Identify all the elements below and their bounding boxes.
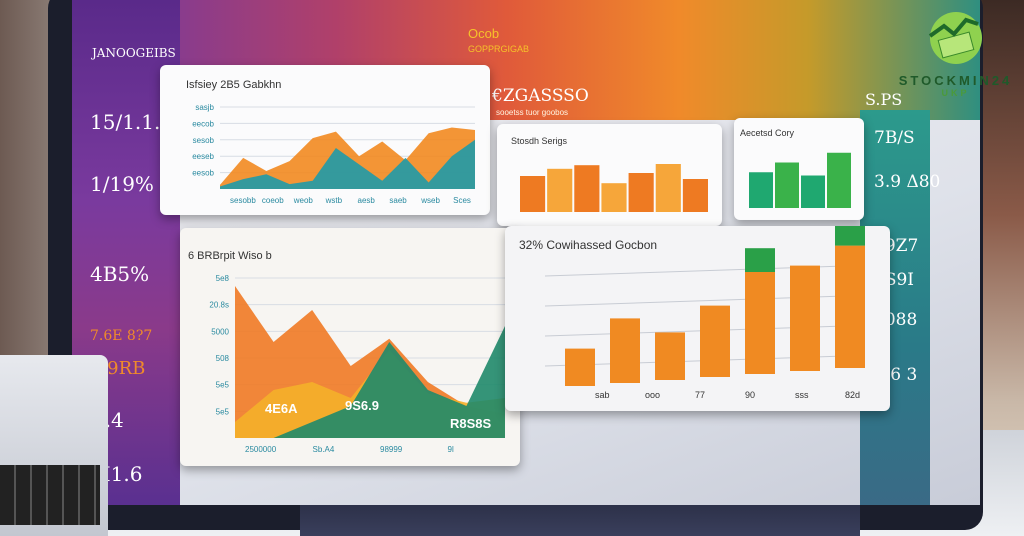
bar-chart-green — [749, 152, 851, 208]
sidebar-value: 4B5% — [90, 262, 150, 286]
y-tick-label: 5e5 — [216, 381, 230, 390]
header-left-title: JANOOGEIBS — [92, 46, 176, 60]
x-tick-label: coeob — [262, 196, 284, 205]
x-tick-label: 98999 — [380, 445, 403, 454]
bar — [601, 183, 627, 212]
x-tick-label: 77 — [695, 390, 705, 400]
chart-title: Aecetsd Cory — [740, 128, 795, 138]
area-chart-2: 5e8 20.8s 5000 508 5e5 5e5 2500000 Sb.A4 98999 9l… — [209, 274, 505, 454]
y-tick-label: 5e8 — [216, 274, 230, 283]
y-tick-label: 5000 — [211, 327, 229, 336]
logo-brand: STOCKMIN24 — [898, 73, 1013, 88]
x-tick-label: Sb.A4 — [313, 445, 335, 454]
data-label: R8S8S — [450, 416, 492, 431]
bar — [745, 272, 775, 374]
area-series-2 — [235, 326, 505, 438]
data-label: 4E6A — [265, 401, 298, 416]
area-series-1 — [220, 139, 475, 189]
bar-chart-orange — [520, 164, 708, 212]
sidebar-value: 15/1.1.4 — [90, 110, 174, 134]
y-tick-label: 508 — [216, 354, 230, 363]
panel-area-chart-bottom: 6 BRBrpit Wiso b 5e8 20.8s 5000 508 5e5 5e5 25… — [180, 228, 520, 466]
x-tick-label: ooo — [645, 390, 660, 400]
area-chart-1: sasjb eecob sesob eeseb eesob sesobb coeob weob… — [192, 103, 475, 205]
x-tick-label: sesobb — [230, 196, 256, 205]
y-tick-label: sesob — [193, 136, 215, 145]
bar-top-segment — [835, 226, 865, 246]
chart-title: Isfsiey 2B5 Gabkhn — [186, 79, 282, 91]
bar — [610, 318, 640, 383]
x-tick-label: 2500000 — [245, 445, 277, 454]
laptop — [0, 355, 108, 536]
data-label: 9S6.9 — [345, 398, 379, 413]
header-right-value: S.PS — [865, 90, 903, 109]
panel-green-bars: Aecetsd Cory — [734, 118, 864, 220]
x-tick-label: wstb — [325, 196, 343, 205]
bar — [835, 245, 865, 368]
x-tick-label: 90 — [745, 390, 755, 400]
bar — [682, 179, 708, 212]
logo-sub: UKP — [941, 88, 970, 98]
y-tick-label: eecob — [192, 119, 214, 128]
x-tick-label: sss — [795, 390, 809, 400]
y-tick-label: eeseb — [192, 152, 214, 161]
bar-top-segment — [745, 248, 775, 272]
bar — [655, 164, 681, 212]
header-big-value: €ZGASSSO — [492, 86, 589, 106]
bar — [574, 165, 600, 212]
y-tick-label: eesob — [192, 169, 214, 178]
x-tick-label: sab — [595, 390, 610, 400]
x-tick-label: aesb — [358, 196, 376, 205]
chart-title: 6 BRBrpit Wiso b — [188, 250, 272, 262]
y-tick-label: 20.8s — [209, 301, 229, 310]
logo: STOCKMIN24 UKP — [893, 8, 1018, 100]
bar — [827, 152, 851, 208]
header-center-title: Ocob — [468, 26, 500, 41]
panel-bar-chart-bottom: 32% Cowihassed Gocbon sab ooo 77 90 sss 82d — [505, 226, 890, 411]
bar — [749, 172, 773, 208]
x-tick-label: 82d — [845, 390, 860, 400]
keyboard — [0, 465, 100, 525]
x-tick-label: 9l — [448, 445, 454, 454]
panel-orange-bars: Stosdh Serigs — [497, 124, 722, 226]
logo-chart-money-icon — [928, 12, 982, 64]
sidebar-value: 7.6E 8?7 — [90, 328, 153, 344]
bar-chart-3d: sab ooo 77 90 sss 82d — [544, 226, 865, 400]
header-big-sub: sooetss tuor goobos — [496, 108, 569, 117]
bar — [565, 348, 595, 386]
bar — [801, 175, 825, 208]
y-tick-label: 5e5 — [216, 407, 230, 416]
x-tick-label: weob — [293, 196, 314, 205]
header-center-sub: GOPPRGIGAB — [468, 44, 530, 54]
bar — [790, 265, 820, 371]
kpi-value: 7B/S — [874, 128, 915, 148]
x-tick-label: wseb — [420, 196, 440, 205]
x-tick-label: saeb — [389, 196, 407, 205]
chart-title: Stosdh Serigs — [511, 136, 568, 146]
sidebar-value: 1/19% — [90, 172, 154, 196]
x-tick-label: Sces — [453, 196, 471, 205]
bar — [547, 168, 573, 212]
y-tick-label: sasjb — [195, 103, 214, 112]
bar — [775, 162, 799, 208]
bar — [520, 176, 546, 212]
panel-area-chart-top: Isfsiey 2B5 Gabkhn sasjb eecob sesob eeseb e… — [160, 65, 490, 215]
bar — [655, 332, 685, 380]
bar — [700, 305, 730, 377]
chart-title: 32% Cowihassed Gocbon — [519, 238, 658, 252]
kpi-value: 3.9 Δ80 — [874, 172, 941, 192]
bar — [628, 173, 654, 212]
